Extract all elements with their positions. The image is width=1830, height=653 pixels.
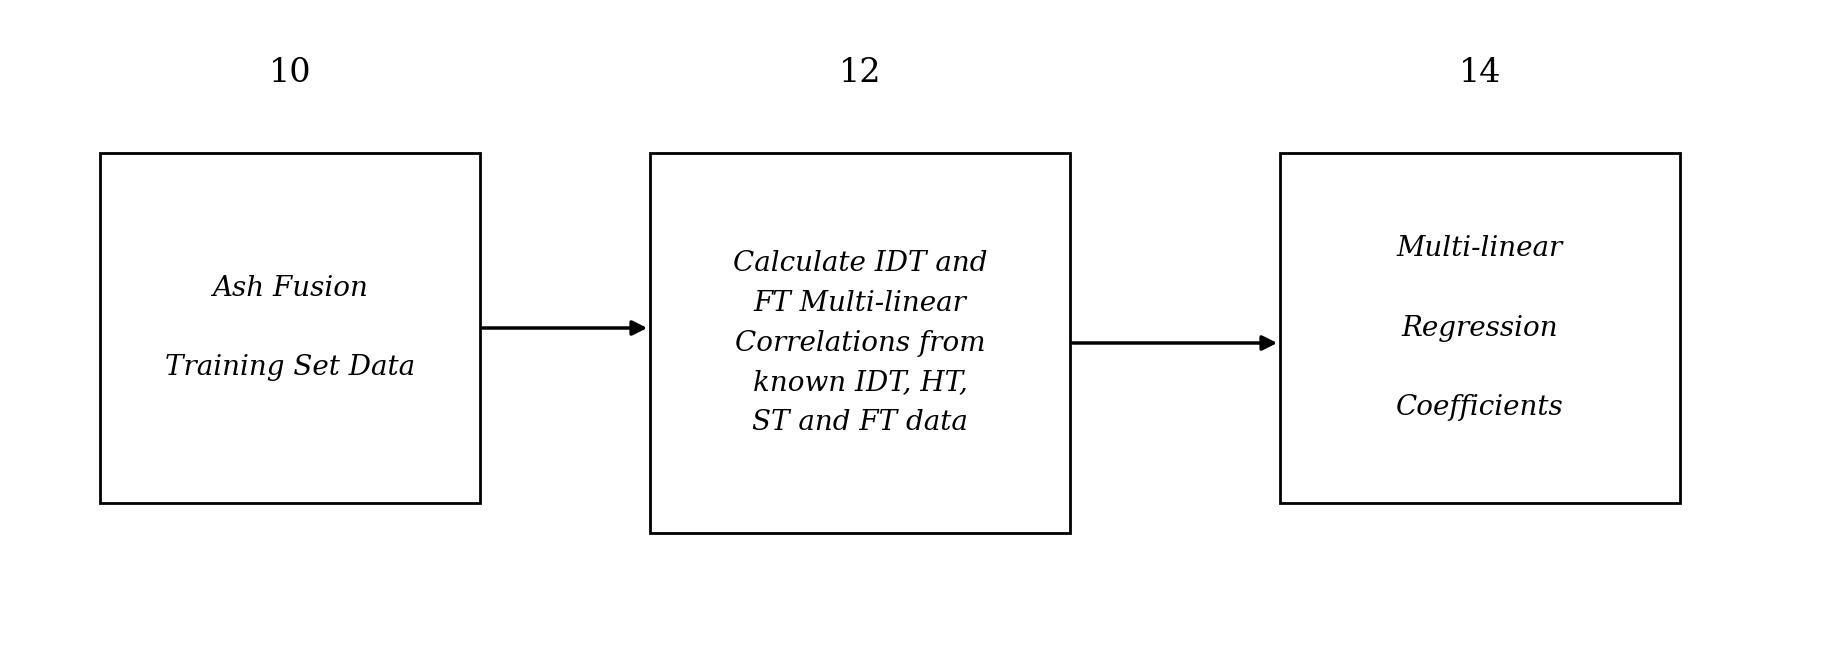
- Text: Calculate IDT and
FT Multi-linear
Correlations from
known IDT, HT,
ST and FT dat: Calculate IDT and FT Multi-linear Correl…: [732, 250, 986, 436]
- Text: 10: 10: [269, 57, 311, 89]
- Bar: [1279, 153, 1680, 503]
- Text: Ash Fusion

Training Set Data: Ash Fusion Training Set Data: [165, 275, 415, 381]
- Text: Multi-linear

Regression

Coefficients: Multi-linear Regression Coefficients: [1394, 235, 1563, 421]
- Bar: [650, 153, 1069, 533]
- Text: 12: 12: [838, 57, 880, 89]
- Bar: [101, 153, 479, 503]
- Text: 14: 14: [1459, 57, 1501, 89]
